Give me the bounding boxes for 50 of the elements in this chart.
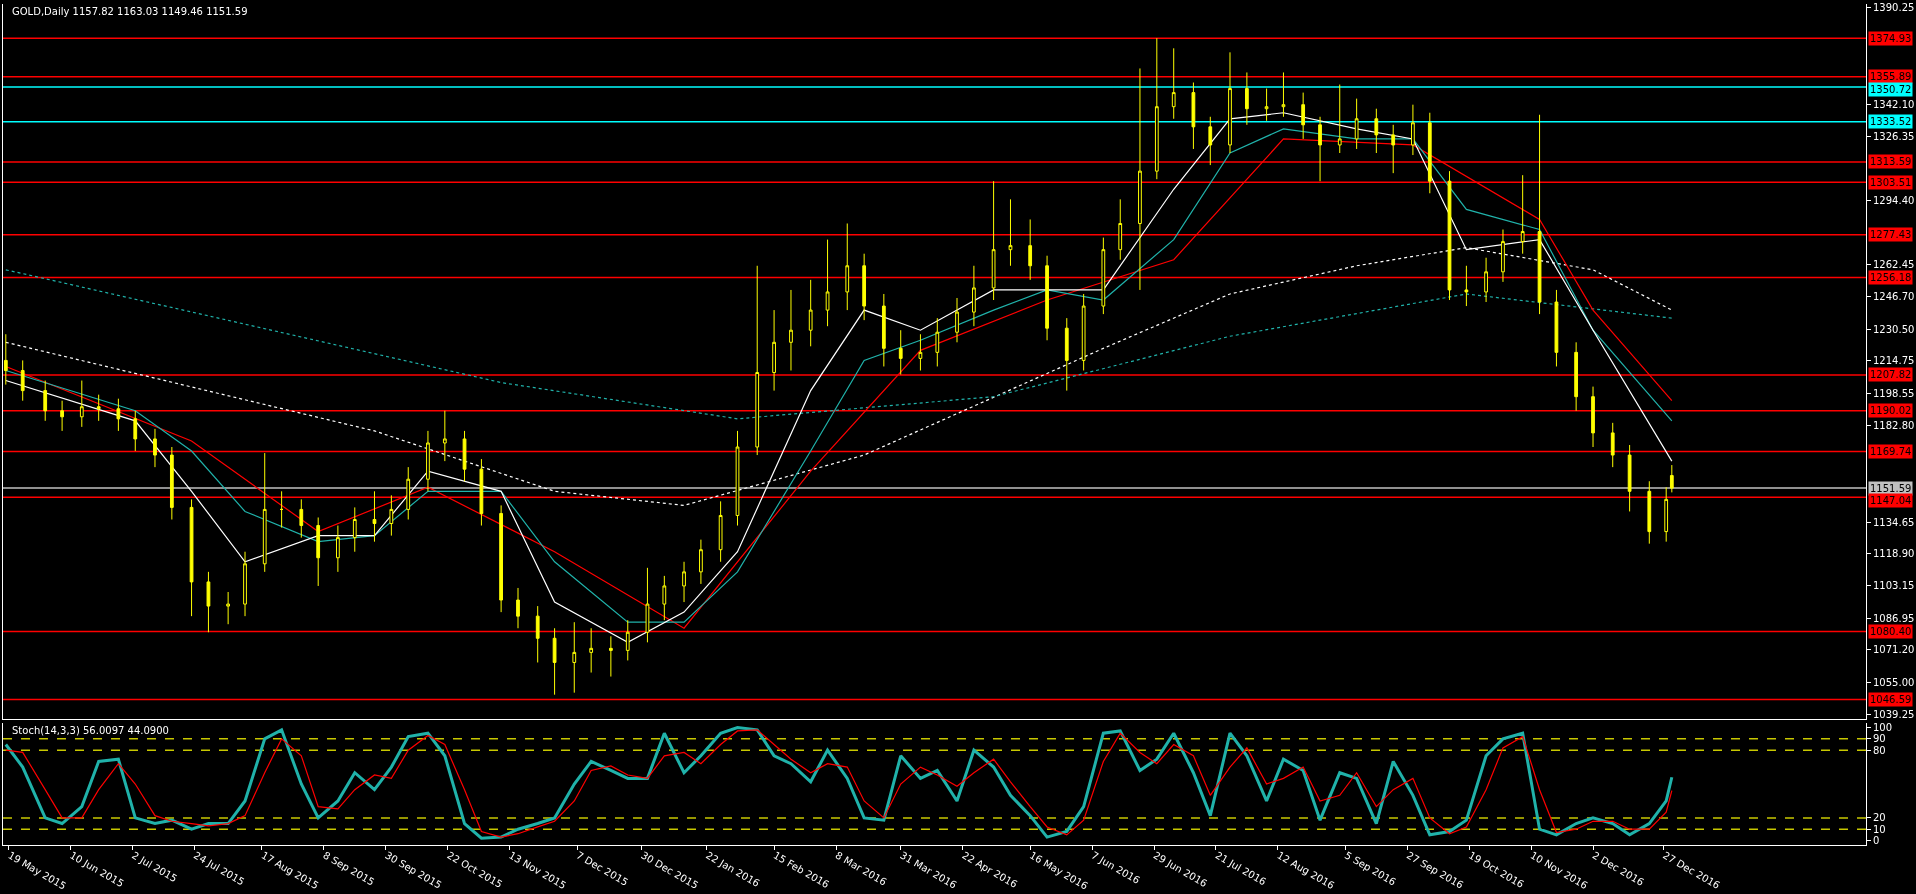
ref-line-label: 1374.93 <box>1870 33 1912 44</box>
y-tick-label: 1214.75 <box>1873 355 1915 367</box>
y-tick-label: 1134.65 <box>1873 516 1915 528</box>
ref-line-label: 1169.74 <box>1870 446 1912 457</box>
y-tick-label: 1055.00 <box>1873 677 1915 689</box>
y-tick-label: 1039.25 <box>1873 708 1915 720</box>
ref-line-label: 1313.59 <box>1870 156 1912 167</box>
chart-title: Stoch(14,3,3) 56.0097 44.0900 <box>12 725 169 736</box>
ref-line-label: 1333.52 <box>1870 116 1912 127</box>
x-tick-label: 22 Oct 2015 <box>445 849 505 890</box>
x-tick-label: 27 Sep 2016 <box>1404 849 1466 891</box>
x-tick-label: 30 Dec 2015 <box>639 849 701 892</box>
y-tick-label: 1342.10 <box>1873 98 1915 110</box>
ref-line-label: 1355.89 <box>1870 71 1912 82</box>
y-tick-label: 0 <box>1873 834 1880 846</box>
x-tick-label: 19 May 2015 <box>6 849 69 892</box>
y-tick-label: 1182.80 <box>1873 419 1915 431</box>
ref-line-label: 1207.82 <box>1870 369 1912 380</box>
y-tick-label: 1198.55 <box>1873 388 1915 400</box>
ref-line-label: 1256.18 <box>1870 272 1912 283</box>
y-tick-label: 1103.15 <box>1873 580 1915 592</box>
y-tick-label: 10 <box>1873 823 1886 835</box>
ref-line-label: 1046.59 <box>1870 694 1912 705</box>
ref-line-label: 1080.40 <box>1870 626 1912 637</box>
y-tick-label: 20 <box>1873 812 1886 824</box>
y-tick-label: 1086.95 <box>1873 612 1915 624</box>
x-tick-label: 7 Dec 2015 <box>574 849 630 888</box>
y-tick-label: 100 <box>1873 722 1893 734</box>
y-tick-label: 1262.45 <box>1873 259 1915 271</box>
chart-title: GOLD,Daily 1157.82 1163.03 1149.46 1151.59 <box>12 6 248 17</box>
y-tick-label: 1326.35 <box>1873 130 1915 142</box>
ref-line-label: 1303.51 <box>1870 177 1912 188</box>
y-tick-label: 1230.50 <box>1873 323 1915 335</box>
ref-line-label: 1151.59 <box>1870 483 1912 494</box>
ref-line-label: 1147.04 <box>1870 495 1912 506</box>
y-tick-label: 1118.90 <box>1873 548 1915 560</box>
x-tick-label: 19 Oct 2016 <box>1466 849 1526 890</box>
y-tick-label: 1390.25 <box>1873 2 1915 14</box>
y-tick-label: 90 <box>1873 733 1886 745</box>
y-tick-label: 80 <box>1873 744 1886 756</box>
x-tick-label: 2 Dec 2016 <box>1590 849 1646 888</box>
x-tick-label: 27 Dec 2016 <box>1660 849 1722 892</box>
ref-line-label: 1350.72 <box>1870 84 1912 95</box>
y-tick-label: 1071.20 <box>1873 644 1915 656</box>
x-tick-label: 22 Apr 2016 <box>960 849 1020 890</box>
x-tick-label: 7 Jun 2016 <box>1089 849 1142 886</box>
y-tick-label: 1246.70 <box>1873 291 1915 303</box>
y-tick-label: 1294.40 <box>1873 195 1915 207</box>
ref-line-label: 1190.02 <box>1870 405 1912 416</box>
ref-line-label: 1277.43 <box>1870 229 1912 240</box>
